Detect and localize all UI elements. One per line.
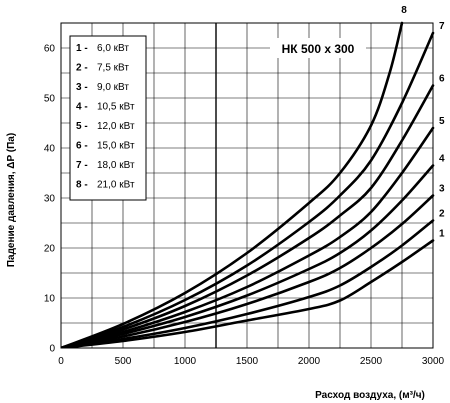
legend-item-label: 21,0 кВт <box>97 180 135 191</box>
series-6-label: 6 <box>439 74 445 85</box>
series-5-label: 5 <box>439 116 445 127</box>
x-tick-label: 1000 <box>174 356 197 367</box>
x-tick-label: 0 <box>58 356 64 367</box>
y-axis-label: Падение давления, ΔP (Па) <box>6 133 17 267</box>
legend-item-label: 12,0 кВт <box>97 121 135 132</box>
series-labels: 1 2 3 4 5 6 7 8 <box>401 5 445 240</box>
legend-item-label: 7,5 кВт <box>97 63 129 74</box>
x-tick-label: 3000 <box>422 356 445 367</box>
legend: 1 - 6,0 кВт 2 - 7,5 кВт 3 - 9,0 кВт 4 - 10,5 кВ… <box>69 35 147 201</box>
series-8-label: 8 <box>401 5 407 16</box>
legend-item-number: 5 - <box>76 121 88 132</box>
series-7-label: 7 <box>439 21 445 32</box>
y-tick-label: 0 <box>49 344 55 355</box>
y-tick-label: 10 <box>44 294 56 305</box>
legend-item-number: 1 - <box>76 43 88 54</box>
tick-labels: 0 500 1000 1500 2000 2500 3000 0 10 20 30 40 50 60 <box>44 44 445 368</box>
x-tick-label: 2500 <box>360 356 383 367</box>
series-4-label: 4 <box>439 154 445 165</box>
legend-item-number: 2 - <box>76 63 88 74</box>
legend-item-label: 10,5 кВт <box>97 102 135 113</box>
legend-item-label: 18,0 кВт <box>97 160 135 171</box>
series-8-line <box>61 21 404 348</box>
series-1-line <box>61 239 435 348</box>
series-4-line <box>61 164 435 348</box>
legend-box <box>69 35 147 201</box>
title-background <box>270 38 366 58</box>
series-1-label: 1 <box>439 229 445 240</box>
y-tick-label: 20 <box>44 244 56 255</box>
series-3-line <box>61 194 435 348</box>
series-2-label: 2 <box>439 209 445 220</box>
series-6-line <box>61 84 435 348</box>
series-3-label: 3 <box>439 184 445 195</box>
y-tick-label: 50 <box>44 94 56 105</box>
legend-item-label: 6,0 кВт <box>97 43 129 54</box>
legend-item-number: 8 - <box>76 180 88 191</box>
series-7-line <box>61 31 435 348</box>
series-2-line <box>61 219 435 348</box>
x-tick-label: 500 <box>115 356 132 367</box>
series-5-line <box>61 126 435 348</box>
x-tick-label: 2000 <box>298 356 321 367</box>
y-tick-label: 60 <box>44 44 56 55</box>
x-tick-label: 1500 <box>236 356 259 367</box>
chart-title: НК 500 x 300 <box>282 42 355 56</box>
legend-item-number: 4 - <box>76 102 88 113</box>
series-curves <box>61 21 435 348</box>
legend-item-label: 15,0 кВт <box>97 141 135 152</box>
legend-item-number: 3 - <box>76 82 88 93</box>
legend-item-number: 7 - <box>76 160 88 171</box>
x-axis-label: Расход воздуха, (м³/ч) <box>315 390 425 401</box>
legend-item-label: 9,0 кВт <box>97 82 129 93</box>
y-tick-label: 30 <box>44 194 56 205</box>
y-tick-label: 40 <box>44 144 56 155</box>
legend-item-number: 6 - <box>76 141 88 152</box>
title-box: НК 500 x 300 <box>270 38 366 58</box>
